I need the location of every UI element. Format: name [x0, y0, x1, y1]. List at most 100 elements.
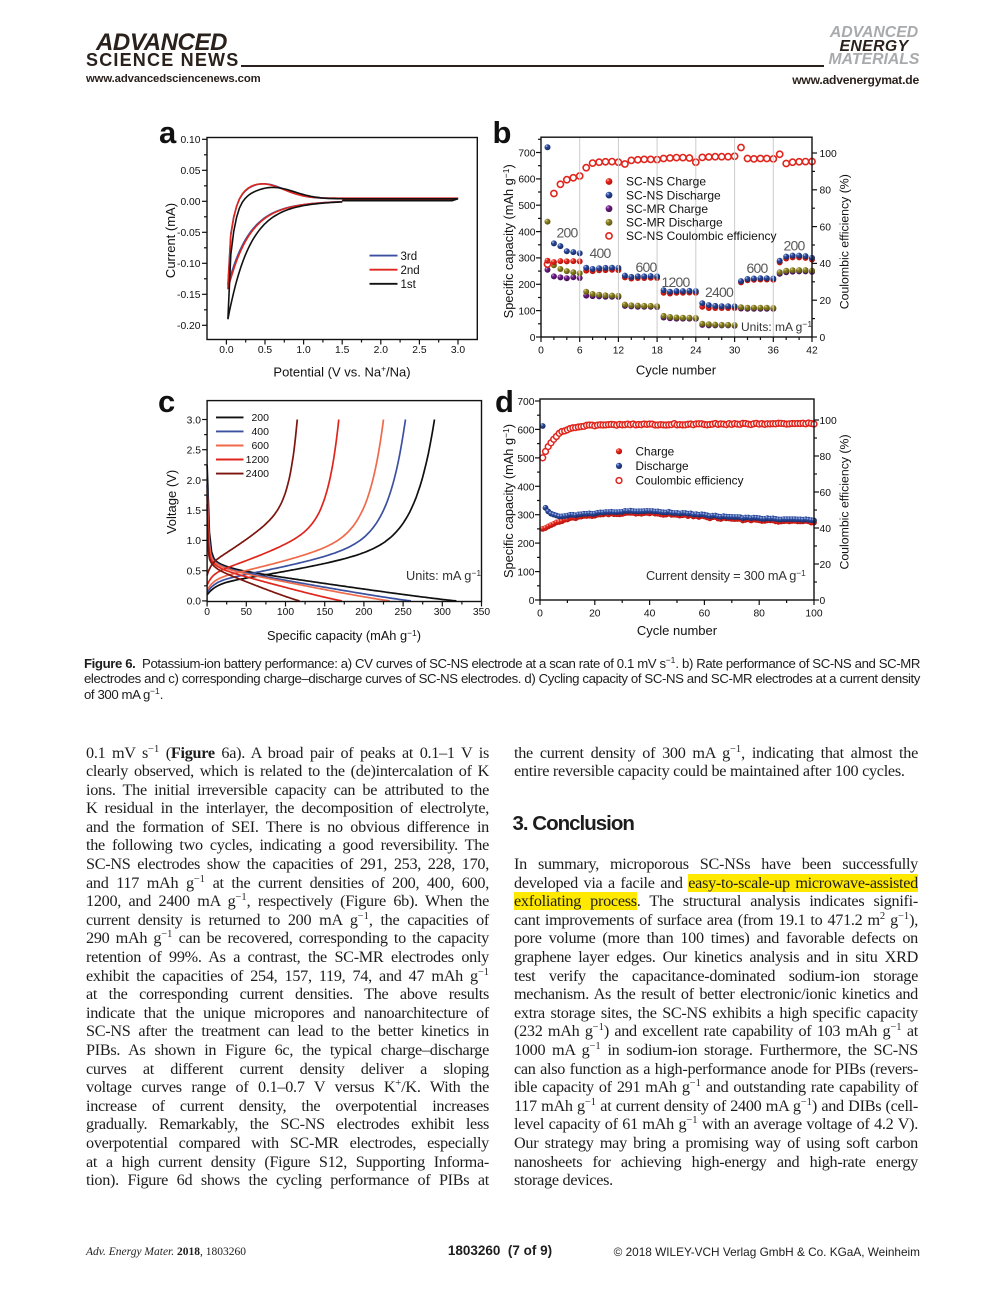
- svg-text:c: c: [158, 384, 175, 419]
- svg-text:3rd: 3rd: [401, 251, 418, 263]
- svg-text:700: 700: [518, 148, 535, 159]
- svg-text:0.00: 0.00: [180, 197, 200, 208]
- svg-text:-0.20: -0.20: [177, 321, 201, 332]
- svg-text:40: 40: [820, 259, 832, 270]
- svg-text:60: 60: [820, 488, 832, 499]
- svg-text:0: 0: [820, 333, 826, 344]
- svg-text:1st: 1st: [401, 279, 417, 291]
- svg-text:1.0: 1.0: [187, 536, 202, 547]
- svg-text:400: 400: [590, 245, 612, 261]
- svg-text:300: 300: [518, 254, 535, 265]
- svg-text:SC-MR Charge: SC-MR Charge: [626, 202, 708, 216]
- svg-text:12: 12: [613, 346, 625, 357]
- svg-text:Current (mA): Current (mA): [163, 203, 178, 278]
- svg-text:150: 150: [316, 607, 333, 618]
- svg-text:1.0: 1.0: [296, 345, 311, 356]
- svg-text:30: 30: [729, 346, 741, 357]
- svg-text:2nd: 2nd: [401, 265, 420, 277]
- svg-text:40: 40: [644, 609, 656, 620]
- svg-text:0.5: 0.5: [187, 566, 202, 577]
- svg-text:42: 42: [806, 346, 818, 357]
- svg-text:2.0: 2.0: [374, 345, 389, 356]
- svg-text:Units: mA g−1: Units: mA g−1: [406, 568, 481, 583]
- svg-text:300: 300: [434, 607, 451, 618]
- svg-text:Specific capacity (mAh g−1): Specific capacity (mAh g−1): [501, 424, 516, 578]
- svg-text:d: d: [495, 384, 514, 419]
- svg-text:100: 100: [820, 416, 837, 427]
- svg-text:200: 200: [251, 412, 269, 424]
- svg-text:400: 400: [251, 426, 269, 438]
- svg-text:Cycle number: Cycle number: [637, 623, 718, 638]
- svg-text:3.0: 3.0: [187, 415, 202, 426]
- svg-text:0: 0: [204, 607, 210, 618]
- svg-text:0.5: 0.5: [258, 345, 273, 356]
- svg-text:100: 100: [518, 306, 535, 317]
- svg-text:600: 600: [518, 175, 535, 186]
- svg-text:0.10: 0.10: [180, 135, 200, 146]
- svg-text:600: 600: [636, 259, 658, 275]
- svg-text:200: 200: [784, 238, 806, 254]
- svg-text:2400: 2400: [246, 468, 270, 480]
- svg-text:300: 300: [517, 511, 534, 522]
- svg-text:20: 20: [820, 560, 832, 571]
- svg-text:0: 0: [529, 596, 535, 607]
- svg-text:350: 350: [473, 607, 490, 618]
- svg-text:Discharge: Discharge: [636, 459, 690, 473]
- svg-text:Current density = 300 mA g−1: Current density = 300 mA g−1: [646, 568, 806, 583]
- svg-text:2400: 2400: [705, 284, 734, 300]
- svg-text:-0.10: -0.10: [177, 259, 201, 270]
- svg-text:0: 0: [537, 609, 543, 620]
- svg-text:100: 100: [805, 609, 822, 620]
- svg-text:0.0: 0.0: [187, 597, 202, 608]
- svg-text:Units: mA g−1: Units: mA g−1: [741, 319, 812, 334]
- svg-text:200: 200: [355, 607, 372, 618]
- svg-text:600: 600: [251, 440, 269, 452]
- svg-text:600: 600: [517, 425, 534, 436]
- svg-text:200: 200: [557, 225, 579, 241]
- svg-text:SC-NS Discharge: SC-NS Discharge: [626, 188, 721, 202]
- svg-text:Coulombic efficiency (%): Coulombic efficiency (%): [838, 174, 852, 309]
- svg-text:2.5: 2.5: [412, 345, 427, 356]
- svg-text:b: b: [493, 115, 512, 150]
- svg-text:Coulombic efficiency (%): Coulombic efficiency (%): [838, 434, 852, 569]
- svg-text:Coulombic efficiency: Coulombic efficiency: [636, 474, 744, 488]
- svg-text:Cycle number: Cycle number: [636, 363, 717, 378]
- svg-text:Potential (V vs. Na+/Na): Potential (V vs. Na+/Na): [273, 364, 410, 380]
- svg-text:200: 200: [517, 539, 534, 550]
- svg-text:-0.05: -0.05: [177, 228, 201, 239]
- svg-text:80: 80: [820, 452, 832, 463]
- svg-text:400: 400: [518, 227, 535, 238]
- svg-text:0: 0: [820, 596, 826, 607]
- svg-text:1.5: 1.5: [187, 506, 202, 517]
- svg-text:100: 100: [820, 149, 837, 160]
- svg-text:600: 600: [747, 260, 769, 276]
- svg-text:1200: 1200: [246, 454, 270, 466]
- svg-text:100: 100: [517, 568, 534, 579]
- svg-text:2.0: 2.0: [187, 476, 202, 487]
- svg-text:2.5: 2.5: [187, 446, 202, 457]
- svg-text:0.05: 0.05: [180, 166, 200, 177]
- svg-text:36: 36: [768, 346, 780, 357]
- svg-text:60: 60: [820, 222, 832, 233]
- svg-text:20: 20: [589, 609, 601, 620]
- svg-text:1.5: 1.5: [335, 345, 350, 356]
- svg-text:0: 0: [530, 333, 536, 344]
- svg-text:1200: 1200: [662, 274, 691, 290]
- svg-text:250: 250: [395, 607, 412, 618]
- svg-text:100: 100: [277, 607, 294, 618]
- svg-text:3.0: 3.0: [451, 345, 466, 356]
- svg-text:80: 80: [753, 609, 765, 620]
- svg-text:0: 0: [538, 346, 544, 357]
- svg-text:500: 500: [518, 201, 535, 212]
- svg-text:SC-NS Charge: SC-NS Charge: [626, 175, 706, 189]
- svg-text:0.0: 0.0: [219, 345, 234, 356]
- svg-text:-0.15: -0.15: [177, 290, 201, 301]
- svg-text:50: 50: [241, 607, 253, 618]
- svg-text:a: a: [159, 115, 177, 150]
- svg-text:700: 700: [517, 397, 534, 408]
- svg-text:6: 6: [577, 346, 583, 357]
- svg-text:Voltage (V): Voltage (V): [164, 470, 179, 534]
- svg-text:Specific capacity (mAh g−1): Specific capacity (mAh g−1): [267, 628, 421, 643]
- svg-text:Charge: Charge: [636, 444, 675, 458]
- svg-text:Specific capacity (mAh g−1): Specific capacity (mAh g−1): [501, 164, 516, 318]
